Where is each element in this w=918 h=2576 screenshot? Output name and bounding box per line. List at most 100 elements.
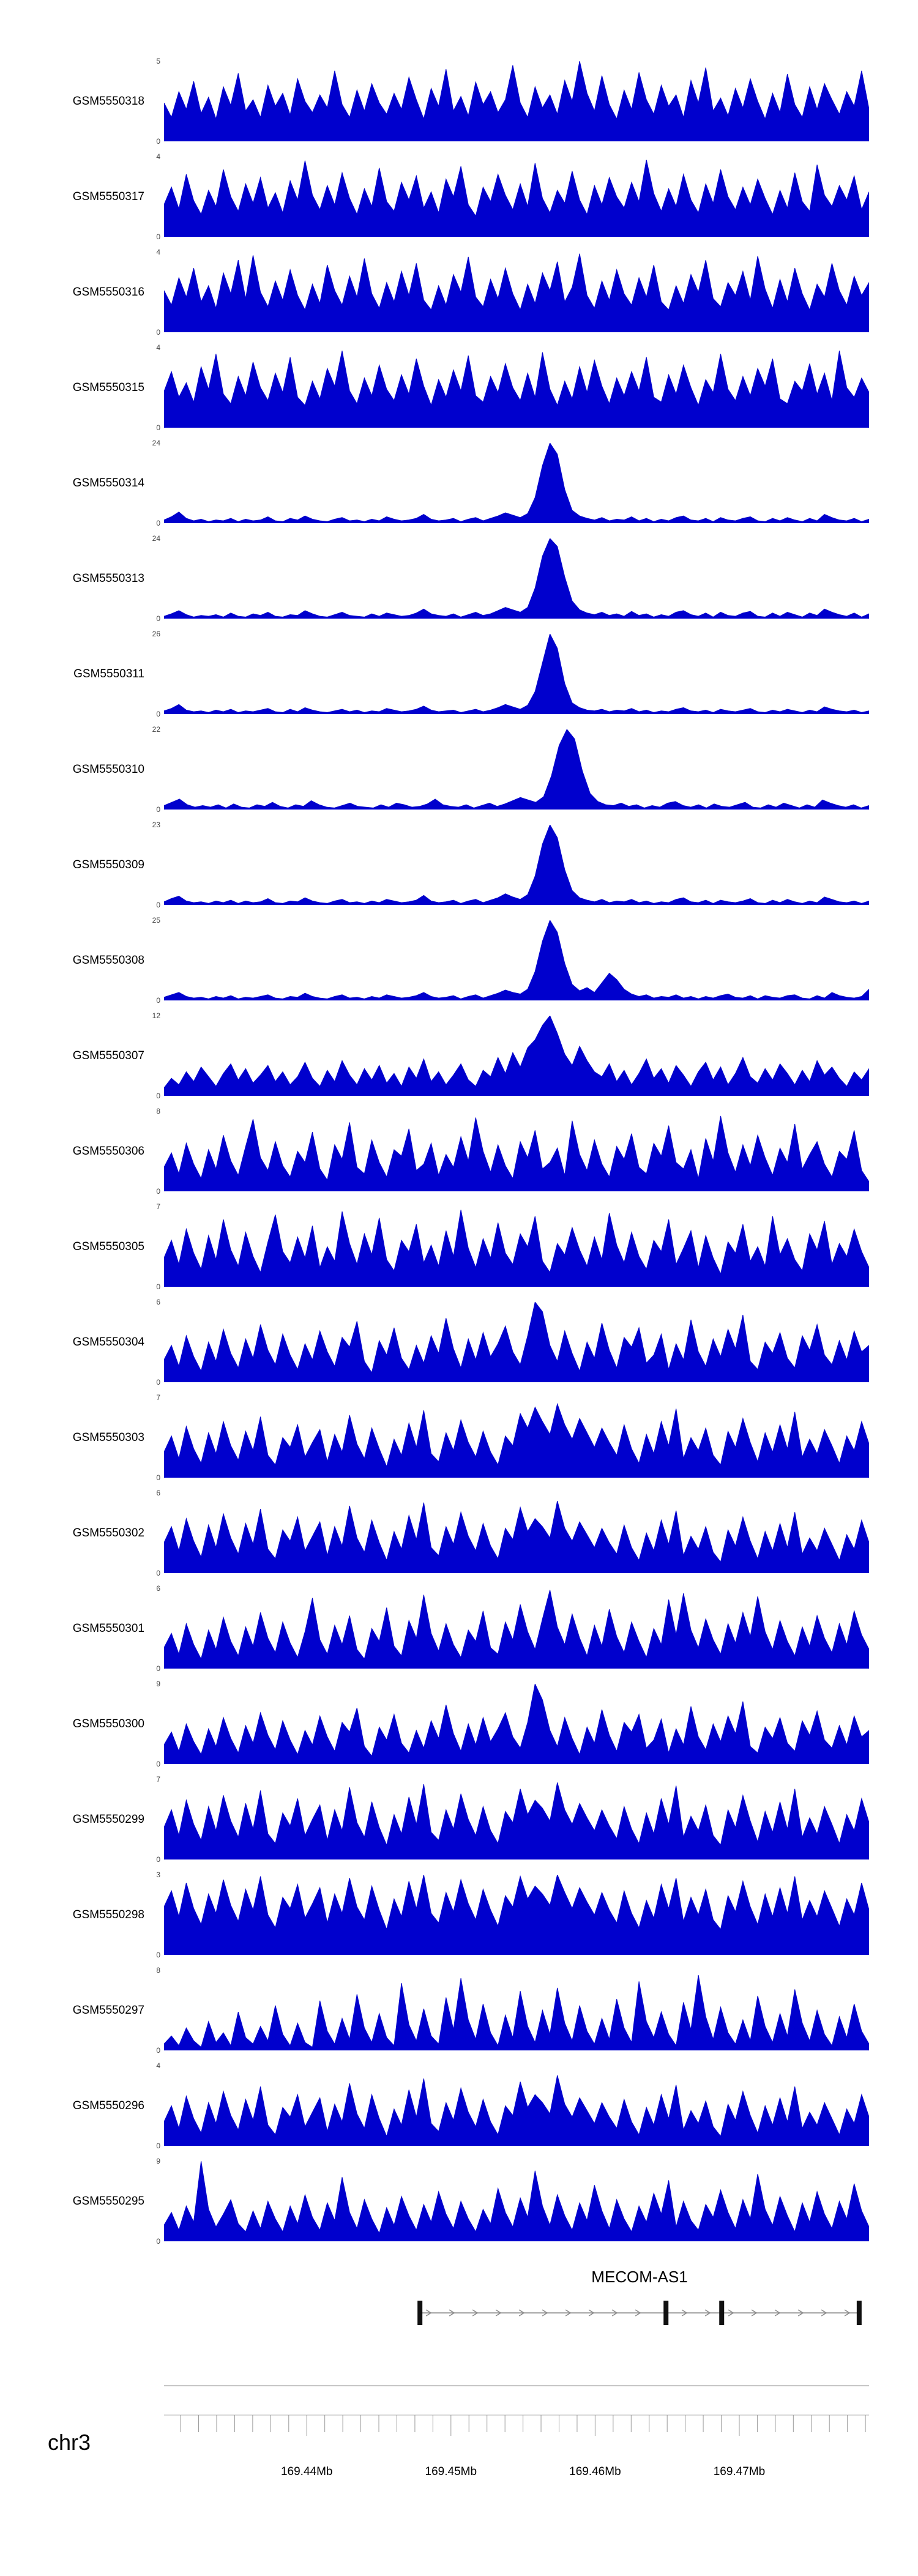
strand-arrow-icon — [774, 2309, 781, 2317]
strand-arrow-icon — [821, 2309, 827, 2317]
gene-model — [417, 2301, 862, 2325]
track-ymin-label: 0 — [156, 1378, 160, 1387]
track-ymin-label: 0 — [156, 1473, 160, 1482]
coverage-plot — [164, 920, 869, 1000]
track-ymin-label: 0 — [156, 1951, 160, 1959]
track-row: GSM5550313 24 0 — [0, 534, 918, 622]
track-ymin-label: 0 — [156, 1092, 160, 1100]
track-row: GSM5550307 12 0 — [0, 1012, 918, 1100]
track-ymin-label: 0 — [156, 2046, 160, 2055]
track-row: GSM5550315 4 0 — [0, 344, 918, 431]
track-row: GSM5550301 6 0 — [0, 1585, 918, 1673]
strand-arrow-icon — [681, 2309, 688, 2317]
track-row: GSM5550300 9 0 — [0, 1680, 918, 1768]
track-label: GSM5550317 — [72, 190, 144, 203]
track-row: GSM5550316 4 0 — [0, 248, 918, 336]
track-ymax-label: 7 — [156, 1775, 160, 1784]
coverage-plot — [164, 2161, 869, 2241]
coverage-plot — [164, 1115, 869, 1191]
track-row: GSM5550303 7 0 — [0, 1394, 918, 1482]
track-label: GSM5550308 — [72, 953, 144, 967]
track-row: GSM5550298 3 0 — [0, 1871, 918, 1959]
track-ymax-label: 4 — [156, 248, 160, 256]
gene-name-label: MECOM-AS1 — [591, 2268, 688, 2286]
strand-arrow-icon — [797, 2309, 804, 2317]
track-label: GSM5550316 — [72, 285, 144, 299]
track-label: GSM5550297 — [72, 2003, 144, 2017]
coverage-plot — [164, 634, 869, 714]
track-label: GSM5550309 — [72, 858, 144, 871]
track-ymin-label: 0 — [156, 519, 160, 527]
track-ymax-label: 7 — [156, 1202, 160, 1211]
exon-box — [417, 2301, 423, 2325]
track-row: GSM5550305 7 0 — [0, 1203, 918, 1291]
track-ymin-label: 0 — [156, 901, 160, 909]
track-ymax-label: 9 — [156, 1680, 160, 1688]
track-row: GSM5550309 23 0 — [0, 821, 918, 909]
track-label: GSM5550311 — [73, 667, 144, 680]
track-ymax-label: 6 — [156, 1489, 160, 1497]
track-ymin-label: 0 — [156, 328, 160, 337]
track-ymax-label: 24 — [152, 534, 160, 543]
coverage-plot — [164, 351, 869, 428]
coverage-plot — [164, 61, 869, 141]
gene-annotation-section: MECOM-AS1 — [164, 2268, 869, 2338]
strand-arrow-icon — [635, 2309, 641, 2317]
track-ymin-label: 0 — [156, 1855, 160, 1864]
axis-tick-label: 169.45Mb — [425, 2465, 477, 2478]
track-label: GSM5550295 — [72, 2194, 144, 2208]
coverage-plot — [164, 1875, 869, 1955]
track-ymax-label: 24 — [152, 439, 160, 447]
track-label: GSM5550303 — [72, 1431, 144, 1444]
track-ymin-label: 0 — [156, 2142, 160, 2150]
track-ymax-label: 12 — [152, 1011, 160, 1020]
axis-tick-label: 169.44Mb — [281, 2465, 333, 2478]
track-row: GSM5550306 8 0 — [0, 1107, 918, 1195]
coverage-plot — [164, 443, 869, 523]
track-row: GSM5550295 9 0 — [0, 2157, 918, 2245]
gene-label-row: MECOM-AS1 — [164, 2268, 869, 2292]
coverage-plot — [164, 825, 869, 905]
strand-arrow-icon — [425, 2309, 432, 2317]
track-ymin-label: 0 — [156, 137, 160, 146]
track-ymin-label: 0 — [156, 1187, 160, 1196]
track-label: GSM5550313 — [72, 571, 144, 585]
track-ymax-label: 23 — [152, 821, 160, 829]
track-ymax-label: 8 — [156, 1966, 160, 1975]
track-label: GSM5550304 — [72, 1335, 144, 1349]
track-ymin-label: 0 — [156, 996, 160, 1005]
track-ymin-label: 0 — [156, 1664, 160, 1673]
axis-tick-label: 169.46Mb — [569, 2465, 621, 2478]
coverage-plot — [164, 1016, 869, 1096]
track-ymax-label: 7 — [156, 1393, 160, 1402]
strand-arrow-icon — [844, 2309, 851, 2317]
strand-arrow-icon — [611, 2309, 618, 2317]
strand-arrow-icon — [704, 2309, 711, 2317]
track-label: GSM5550299 — [72, 1812, 144, 1826]
strand-arrow-icon — [518, 2309, 525, 2317]
track-row: GSM5550308 25 0 — [0, 917, 918, 1004]
track-ymin-label: 0 — [156, 805, 160, 814]
coverage-plot — [164, 1500, 869, 1573]
track-ymin-label: 0 — [156, 233, 160, 241]
track-row: GSM5550299 7 0 — [0, 1775, 918, 1863]
strand-arrow-icon — [495, 2309, 502, 2317]
track-ymin-label: 0 — [156, 1282, 160, 1291]
track-ymax-label: 4 — [156, 2061, 160, 2070]
coverage-plot — [164, 1402, 869, 1478]
track-label: GSM5550298 — [72, 1908, 144, 1921]
track-row: GSM5550318 5 0 — [0, 58, 918, 145]
track-row: GSM5550317 4 0 — [0, 153, 918, 241]
track-ymax-label: 3 — [156, 1871, 160, 1879]
strand-arrow-icon — [728, 2309, 734, 2317]
chromosome-label: chr3 — [48, 2430, 91, 2455]
genome-axis: 169.44Mb 169.45Mb 169.46Mb 169.47Mb — [164, 2385, 869, 2478]
track-row: GSM5550311 26 0 — [0, 630, 918, 718]
coverage-plot — [164, 253, 869, 332]
track-ymin-label: 0 — [156, 1760, 160, 1768]
track-label: GSM5550306 — [72, 1144, 144, 1158]
track-ymax-label: 6 — [156, 1298, 160, 1306]
track-row: GSM5550302 6 0 — [0, 1489, 918, 1577]
strand-arrow-icon — [542, 2309, 548, 2317]
track-label: GSM5550307 — [72, 1049, 144, 1062]
